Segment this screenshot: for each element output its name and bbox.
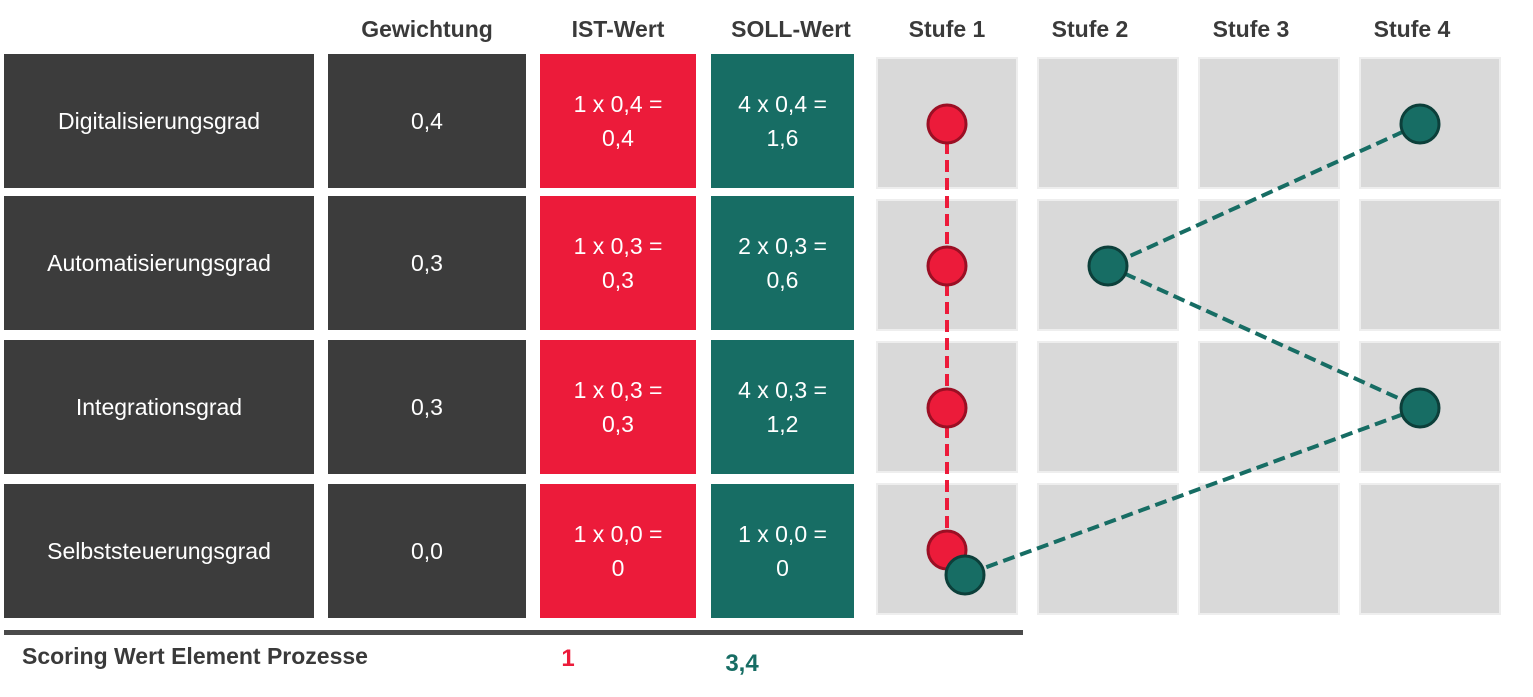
ist-value-cell: 1 x 0,3 = 0,3 (540, 340, 696, 474)
soll-value-cell: 2 x 0,3 = 0,6 (711, 196, 854, 330)
ist-level-marker (926, 245, 968, 287)
level-cell (1037, 341, 1179, 473)
ist-level-marker (926, 387, 968, 429)
soll-level-marker (1399, 103, 1441, 145)
ist-profile (926, 103, 968, 571)
header-stufe-3: Stufe 3 (1212, 16, 1290, 42)
soll-value-cell: 4 x 0,4 = 1,6 (711, 54, 854, 188)
row-name-integrationsgrad: Integrationsgrad (4, 340, 314, 474)
ist-level-marker (926, 103, 968, 145)
header-soll-wert: SOLL-Wert (731, 16, 851, 42)
soll-profile-line (1107, 264, 1421, 410)
header-ist-wert: IST-Wert (571, 16, 665, 42)
row-name-digitalisierungsgrad: Digitalisierungsgrad (4, 54, 314, 188)
footer-soll-total: 3,4 (725, 650, 759, 677)
footer-ist-total: 1 (561, 645, 575, 672)
level-cell (1198, 341, 1340, 473)
soll-level-marker (1399, 387, 1441, 429)
soll-profile (944, 103, 1441, 596)
level-cell (1198, 483, 1340, 615)
row-weight: 0,3 (328, 196, 526, 330)
row-weight: 0,3 (328, 340, 526, 474)
level-cell (1198, 199, 1340, 331)
soll-level-marker (944, 554, 986, 596)
ist-value-cell: 1 x 0,0 = 0 (540, 484, 696, 618)
level-cell (1198, 57, 1340, 189)
header-stufe-4: Stufe 4 (1373, 16, 1451, 42)
footer-label: Scoring Wert Element Prozesse (22, 643, 368, 669)
level-cell (1359, 483, 1501, 615)
soll-value-cell: 1 x 0,0 = 0 (711, 484, 854, 618)
header-gewichtung: Gewichtung (361, 16, 493, 42)
soll-profile-line (1107, 122, 1421, 268)
row-weight: 0,4 (328, 54, 526, 188)
ist-value-cell: 1 x 0,4 = 0,4 (540, 54, 696, 188)
header-stufe-2: Stufe 2 (1051, 16, 1129, 42)
footer-divider (4, 630, 1023, 635)
ist-value-cell: 1 x 0,3 = 0,3 (540, 196, 696, 330)
level-cell (1359, 199, 1501, 331)
soll-level-marker (1087, 245, 1129, 287)
row-name-selbststeuerungsgrad: Selbststeuerungsgrad (4, 484, 314, 618)
soll-profile-line (964, 406, 1421, 577)
row-name-automatisierungsgrad: Automatisierungsgrad (4, 196, 314, 330)
level-cell (1037, 57, 1179, 189)
row-weight: 0,0 (328, 484, 526, 618)
header-stufe-1: Stufe 1 (908, 16, 986, 42)
soll-value-cell: 4 x 0,3 = 1,2 (711, 340, 854, 474)
